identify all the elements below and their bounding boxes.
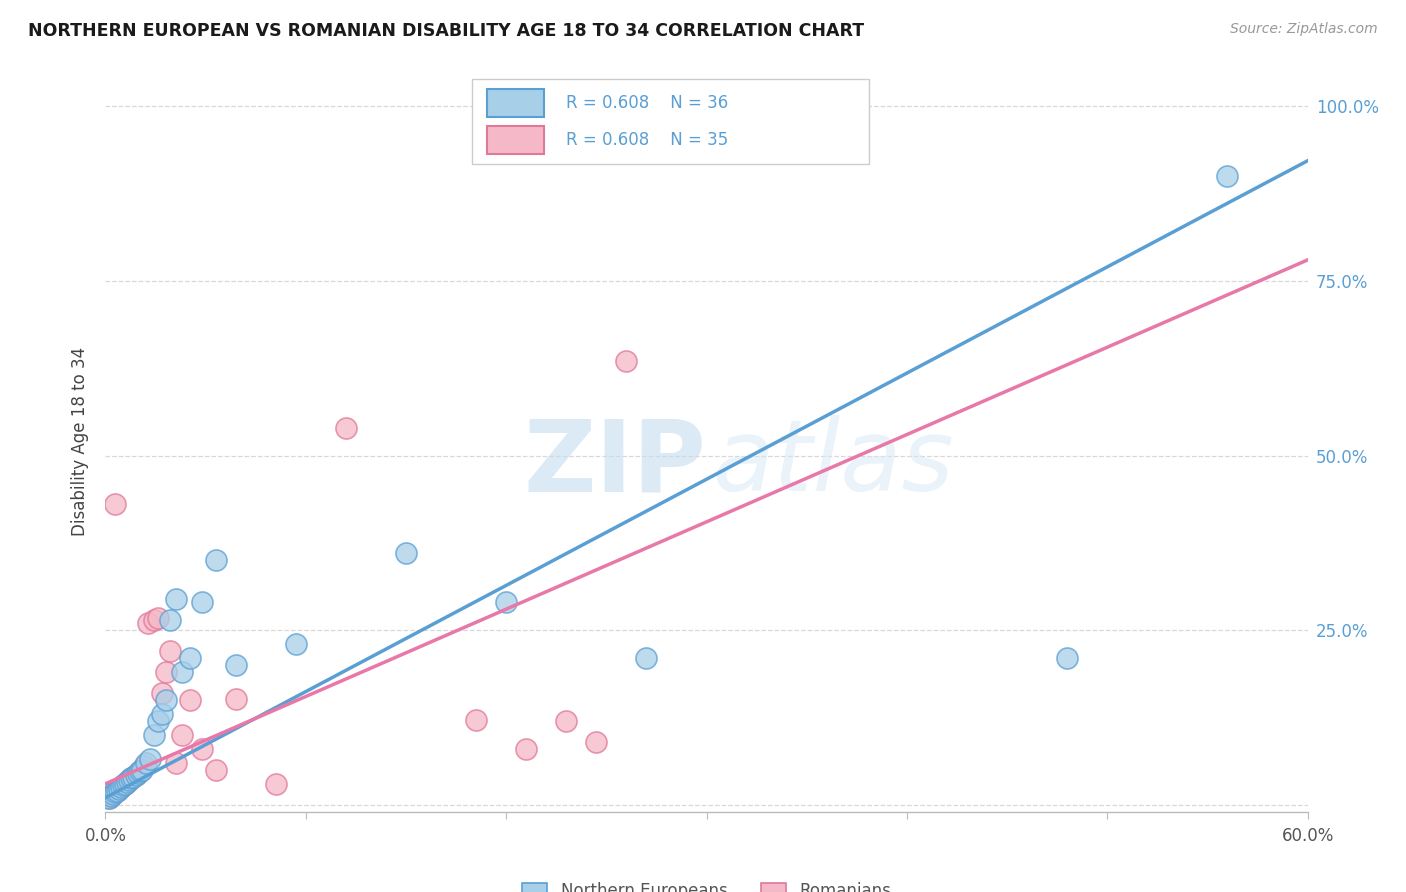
Point [159,644,181,658]
Point [107,784,129,798]
Point [107,784,129,798]
Y-axis label: Disability Age 18 to 34: Disability Age 18 to 34 [72,347,90,536]
Point [1216,169,1239,183]
Point [127,766,149,780]
FancyBboxPatch shape [472,78,869,164]
Point [128,764,150,779]
Point [585,735,607,749]
Point [204,763,226,777]
Point [104,785,127,799]
FancyBboxPatch shape [486,126,544,154]
Text: R = 0.608    N = 36: R = 0.608 N = 36 [565,95,728,112]
Point [112,778,135,792]
Point [100,789,122,804]
Point [104,497,127,511]
Point [138,752,160,766]
Point [179,651,201,665]
Point [142,613,165,627]
Point [103,787,125,801]
Point [465,713,488,727]
Point [190,595,212,609]
Point [264,777,287,791]
Point [121,771,143,785]
Point [124,768,146,782]
Point [121,771,143,785]
Point [108,782,131,797]
Point [636,651,658,665]
Point [395,546,418,560]
Point [118,773,141,788]
Point [150,706,173,721]
Point [616,354,638,368]
Point [225,658,247,673]
Point [170,728,193,742]
Point [122,770,145,784]
Point [165,591,187,606]
Point [110,780,132,795]
Point [104,785,127,799]
Point [495,595,517,609]
Point [131,763,153,777]
Point [117,775,139,789]
Legend: Northern Europeans, Romanians: Northern Europeans, Romanians [516,876,897,892]
Text: Source: ZipAtlas.com: Source: ZipAtlas.com [1230,22,1378,37]
Point [110,780,132,795]
Point [135,756,157,770]
Point [190,742,212,756]
Point [132,759,155,773]
Point [165,756,187,770]
Point [117,775,139,789]
Point [204,553,226,567]
Point [98,790,121,805]
Point [108,782,131,797]
Point [98,790,121,805]
Point [155,693,177,707]
Text: NORTHERN EUROPEAN VS ROMANIAN DISABILITY AGE 18 TO 34 CORRELATION CHART: NORTHERN EUROPEAN VS ROMANIAN DISABILITY… [28,22,865,40]
Point [103,787,125,801]
Point [555,714,578,728]
Point [155,665,177,679]
Point [114,777,136,791]
Point [515,742,537,756]
Text: ZIP: ZIP [523,416,707,512]
Point [179,693,201,707]
Point [225,691,247,706]
Point [142,728,165,742]
Point [128,764,150,779]
Point [150,686,173,700]
Point [124,768,146,782]
Point [284,637,307,651]
FancyBboxPatch shape [486,89,544,117]
Point [136,616,159,631]
Text: atlas: atlas [713,416,955,512]
Point [112,778,135,792]
Point [146,714,169,728]
Point [114,777,136,791]
Point [335,420,357,434]
Point [100,789,122,804]
Point [170,665,193,679]
Text: R = 0.608    N = 35: R = 0.608 N = 35 [565,131,728,149]
Point [146,610,169,624]
Point [118,773,141,788]
Point [159,613,181,627]
Point [1056,651,1078,665]
